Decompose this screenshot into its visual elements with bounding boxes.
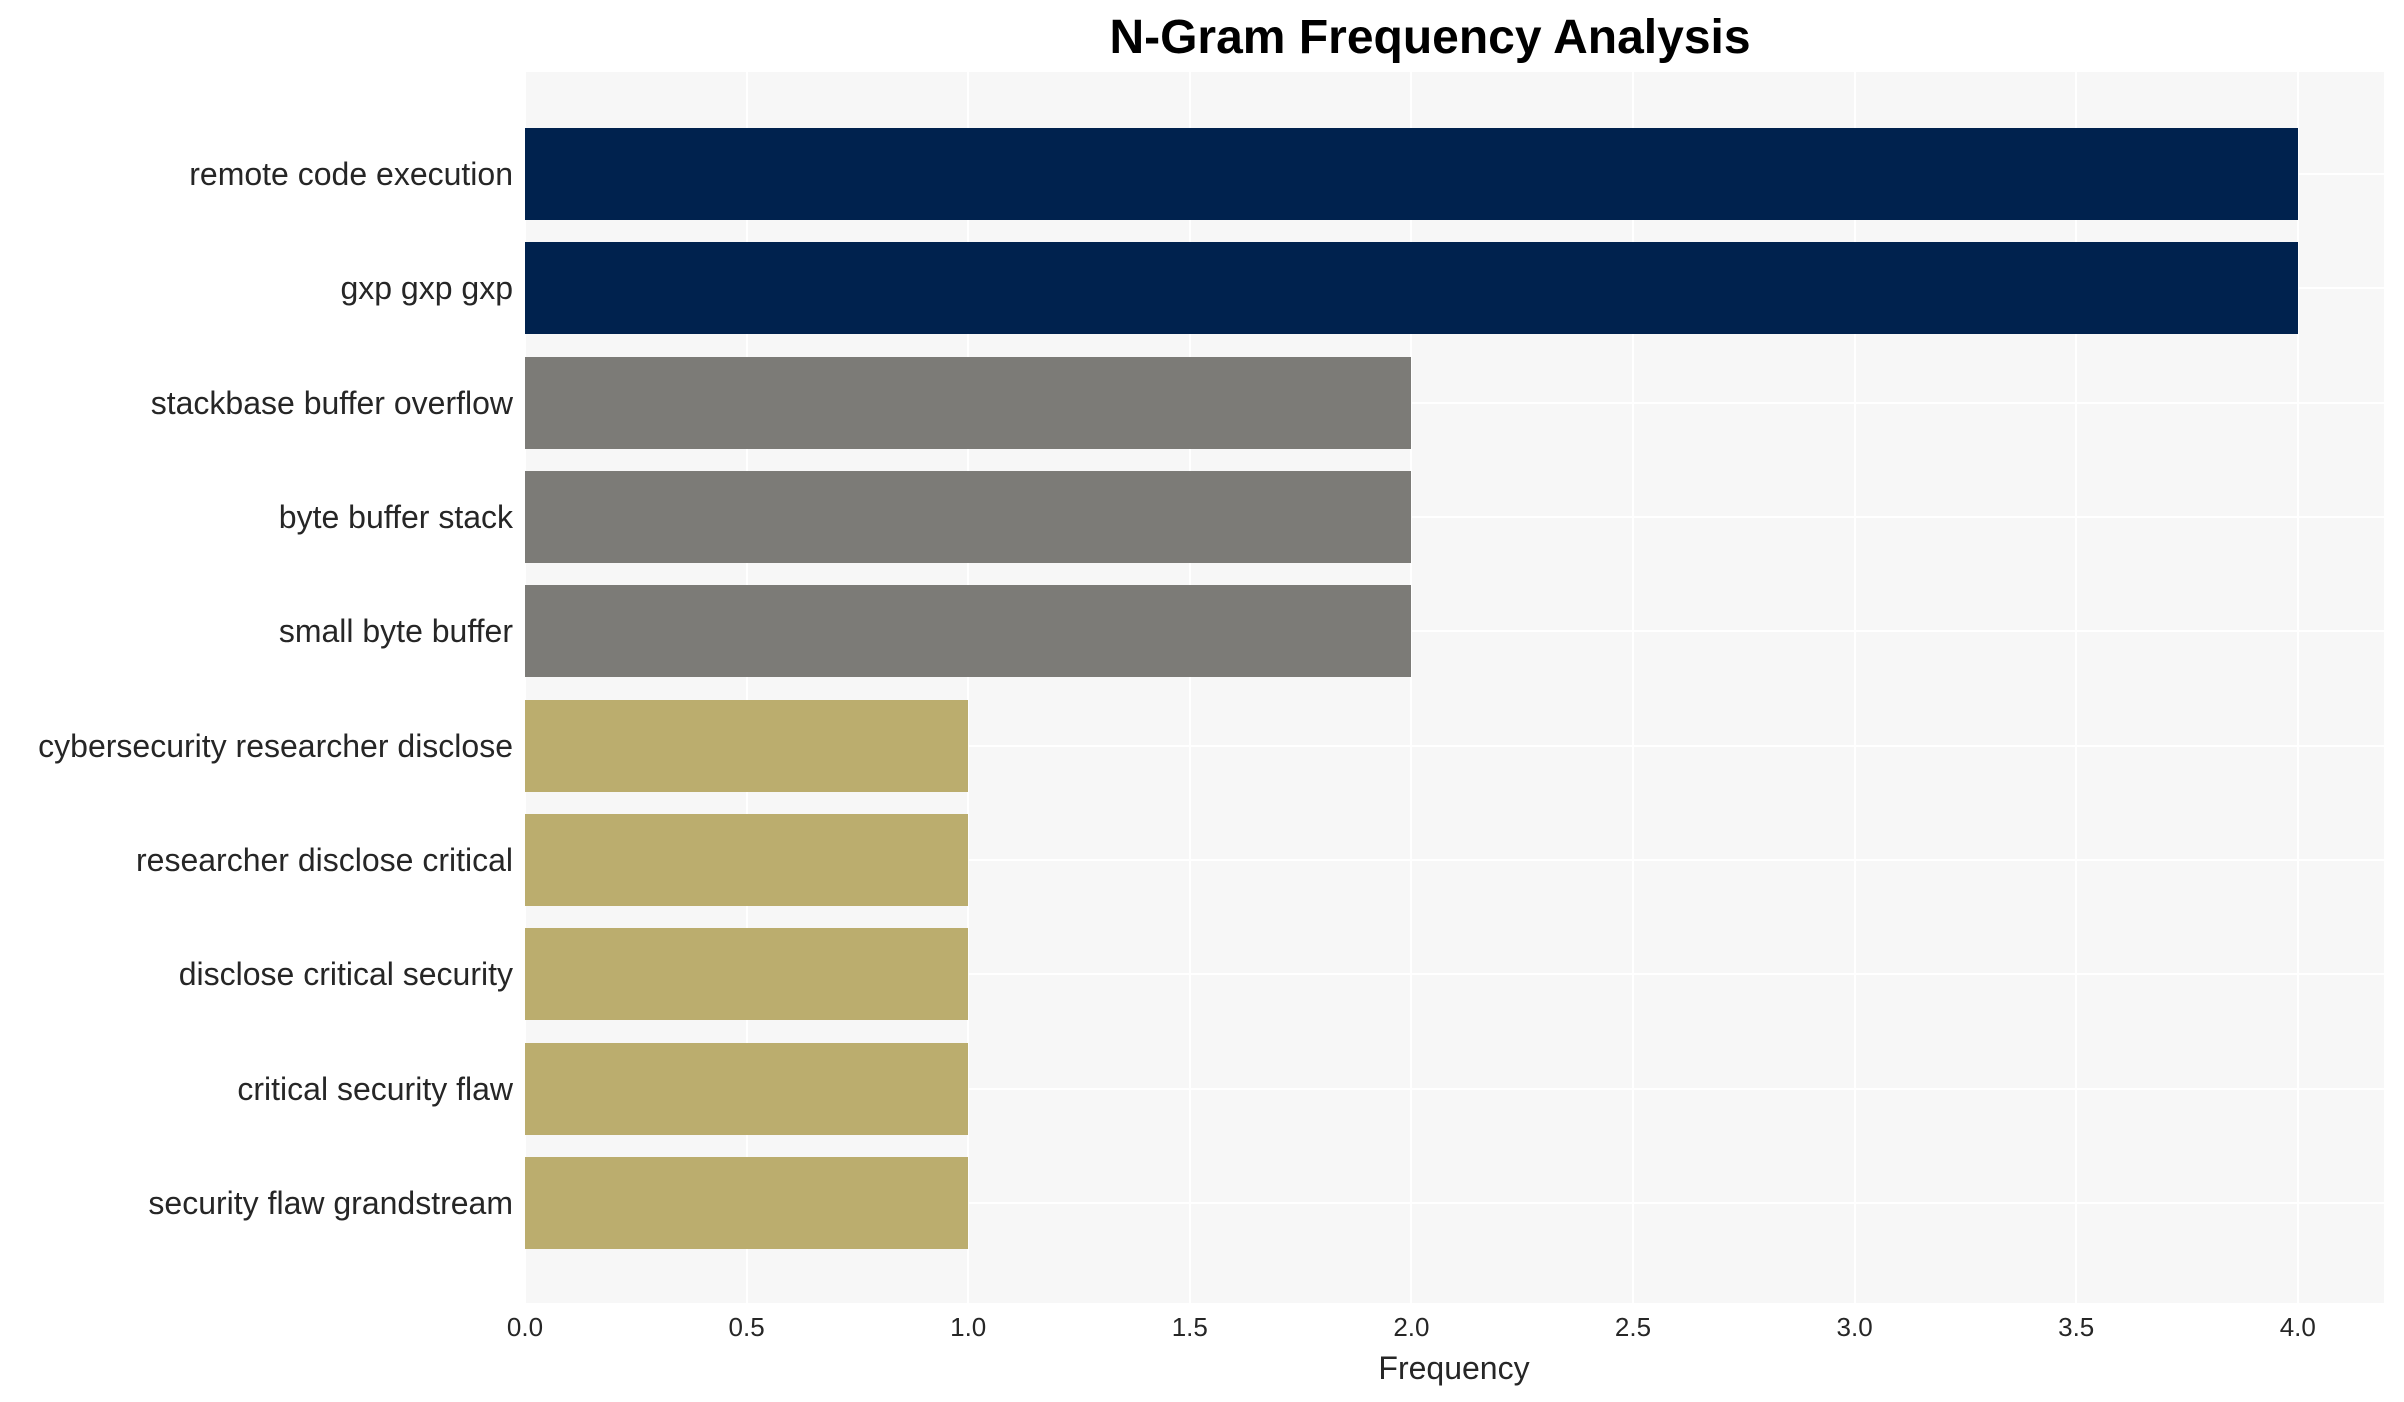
x-tick-label: 1.0 xyxy=(950,1312,987,1342)
horizontal-gridline xyxy=(524,1201,2384,1204)
bar xyxy=(525,1156,969,1249)
vertical-gridline xyxy=(745,72,748,1303)
x-tick-label: 3.0 xyxy=(1836,1312,1873,1342)
x-tick-label: 2.5 xyxy=(1614,1312,1652,1342)
bar xyxy=(525,1042,969,1135)
bar xyxy=(525,242,2298,335)
y-category-label: disclose critical security xyxy=(178,956,513,993)
vertical-gridline xyxy=(524,72,526,1303)
y-category-label: gxp gxp gxp xyxy=(340,270,513,307)
vertical-gridline xyxy=(967,72,970,1303)
x-axis-label: Frequency xyxy=(1378,1350,1530,1386)
bar xyxy=(525,356,1412,449)
y-category-label: stackbase buffer overflow xyxy=(150,384,513,421)
bar xyxy=(525,128,2298,220)
vertical-gridline xyxy=(2296,72,2299,1303)
horizontal-gridline xyxy=(524,401,2384,404)
chart-title-text: N-Gram Frequency Analysis xyxy=(1109,11,1751,64)
vertical-gridline xyxy=(2075,72,2078,1303)
bar xyxy=(525,699,969,792)
horizontal-gridline xyxy=(524,858,2384,861)
x-tick-label: 1.5 xyxy=(1171,1312,1208,1342)
vertical-gridline xyxy=(1188,72,1191,1303)
bar xyxy=(525,813,969,906)
horizontal-gridline xyxy=(524,515,2384,518)
x-tick-label: 4.0 xyxy=(2279,1312,2316,1342)
y-category-label: remote code execution xyxy=(189,156,513,192)
x-tick-label: 0.5 xyxy=(728,1312,765,1342)
x-tick-label: 3.5 xyxy=(2058,1312,2095,1342)
y-category-label: researcher disclose critical xyxy=(135,841,513,878)
plot-area xyxy=(524,72,2384,1303)
y-category-label: cybersecurity researcher disclose xyxy=(38,727,513,764)
vertical-gridline xyxy=(1853,72,1856,1303)
horizontal-gridline xyxy=(524,973,2384,976)
bar xyxy=(525,585,1412,678)
vertical-gridline xyxy=(1632,72,1634,1303)
x-tick-label: 0.0 xyxy=(506,1312,544,1342)
horizontal-gridline xyxy=(524,630,2384,633)
vertical-gridline xyxy=(1410,72,1413,1303)
bar xyxy=(525,470,1412,563)
bar xyxy=(525,928,969,1021)
y-category-label: byte buffer stack xyxy=(278,498,513,535)
chart-title: N-Gram Frequency Analysis xyxy=(0,8,2404,68)
horizontal-gridline xyxy=(524,1087,2384,1090)
y-category-label: critical security flaw xyxy=(237,1070,513,1107)
y-category-label: small byte buffer xyxy=(278,613,513,650)
x-tick-label: 2.0 xyxy=(1393,1312,1430,1342)
horizontal-gridline xyxy=(524,744,2384,747)
y-category-label: security flaw grandstream xyxy=(148,1184,513,1221)
